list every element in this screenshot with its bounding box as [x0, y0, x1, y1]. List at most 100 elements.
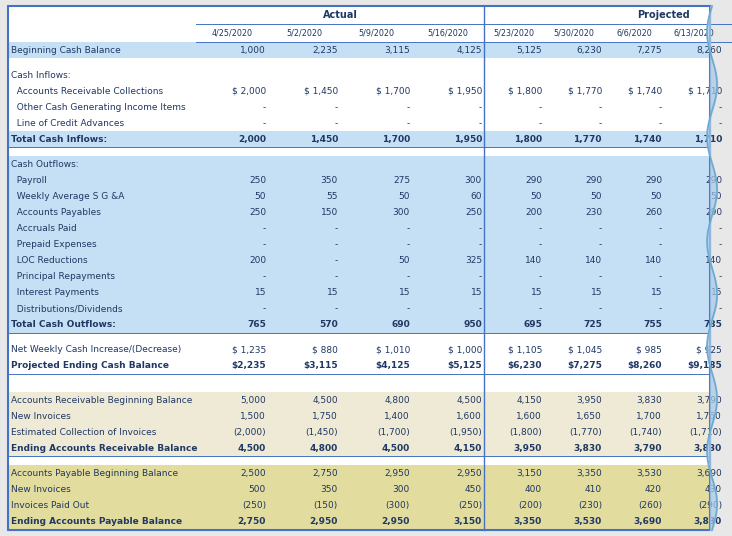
Text: 5/9/2020: 5/9/2020 — [358, 28, 394, 38]
Text: $8,260: $8,260 — [627, 361, 662, 370]
Text: -: - — [263, 119, 266, 128]
Text: New Invoices: New Invoices — [11, 485, 71, 494]
Bar — [8, 67, 710, 83]
Text: 325: 325 — [465, 256, 482, 265]
Text: $6,230: $6,230 — [507, 361, 542, 370]
Text: -: - — [599, 103, 602, 111]
Text: 50: 50 — [651, 192, 662, 201]
Bar — [8, 301, 710, 317]
Text: 15: 15 — [471, 288, 482, 297]
Text: Interest Payments: Interest Payments — [11, 288, 99, 297]
Text: $ 1,000: $ 1,000 — [448, 345, 482, 354]
Text: 140: 140 — [585, 256, 602, 265]
Text: 250: 250 — [249, 208, 266, 217]
Text: 150: 150 — [321, 208, 338, 217]
Text: $ 1,010: $ 1,010 — [376, 345, 410, 354]
Text: LOC Reductions: LOC Reductions — [11, 256, 88, 265]
Text: (250): (250) — [242, 501, 266, 510]
Text: -: - — [599, 240, 602, 249]
Text: 3,830: 3,830 — [694, 444, 722, 453]
Text: Line of Credit Advances: Line of Credit Advances — [11, 119, 124, 128]
Text: 1,400: 1,400 — [384, 412, 410, 421]
Text: 4,500: 4,500 — [238, 444, 266, 453]
Text: 290: 290 — [705, 208, 722, 217]
Text: Accounts Receivable Collections: Accounts Receivable Collections — [11, 87, 163, 96]
Bar — [8, 456, 710, 465]
Text: 50: 50 — [711, 192, 722, 201]
Text: 140: 140 — [705, 256, 722, 265]
Bar — [8, 374, 710, 383]
Text: -: - — [263, 240, 266, 249]
Text: 3,150: 3,150 — [454, 517, 482, 526]
Bar — [8, 285, 710, 301]
Text: (1,770): (1,770) — [569, 428, 602, 437]
Text: 50: 50 — [398, 256, 410, 265]
Text: -: - — [659, 272, 662, 281]
Text: Other Cash Generating Income Items: Other Cash Generating Income Items — [11, 103, 186, 111]
Text: 420: 420 — [645, 485, 662, 494]
Bar — [8, 204, 710, 220]
Text: 3,690: 3,690 — [696, 469, 722, 478]
Text: -: - — [539, 119, 542, 128]
Text: 4,150: 4,150 — [454, 444, 482, 453]
Text: -: - — [599, 119, 602, 128]
Text: 350: 350 — [321, 485, 338, 494]
Text: 5/16/2020: 5/16/2020 — [427, 28, 468, 38]
Text: 1,600: 1,600 — [456, 412, 482, 421]
Text: 15: 15 — [255, 288, 266, 297]
Bar — [8, 157, 710, 173]
Text: 1,710: 1,710 — [694, 135, 722, 144]
Bar — [8, 189, 710, 204]
Text: $7,275: $7,275 — [567, 361, 602, 370]
Text: 15: 15 — [711, 288, 722, 297]
Text: 300: 300 — [393, 485, 410, 494]
Text: 350: 350 — [321, 176, 338, 185]
Text: 230: 230 — [585, 208, 602, 217]
Bar — [8, 342, 710, 358]
Text: 5,125: 5,125 — [516, 46, 542, 55]
Bar — [8, 333, 710, 342]
Text: 15: 15 — [531, 288, 542, 297]
Text: Ending Accounts Receivable Balance: Ending Accounts Receivable Balance — [11, 444, 198, 453]
Text: (200): (200) — [518, 501, 542, 510]
Text: -: - — [719, 240, 722, 249]
Text: (1,710): (1,710) — [690, 428, 722, 437]
Text: -: - — [335, 304, 338, 313]
Text: 2,950: 2,950 — [384, 469, 410, 478]
Bar — [8, 424, 710, 440]
Text: 300: 300 — [465, 176, 482, 185]
Text: Accruals Paid: Accruals Paid — [11, 224, 77, 233]
Text: 3,150: 3,150 — [516, 469, 542, 478]
Text: $ 1,950: $ 1,950 — [448, 87, 482, 96]
Text: 15: 15 — [398, 288, 410, 297]
Text: 1,950: 1,950 — [454, 135, 482, 144]
Text: 3,950: 3,950 — [576, 396, 602, 405]
Text: Beginning Cash Balance: Beginning Cash Balance — [11, 46, 121, 55]
Text: 60: 60 — [471, 192, 482, 201]
Bar — [8, 24, 710, 42]
Text: 2,000: 2,000 — [238, 135, 266, 144]
Text: 2,950: 2,950 — [381, 517, 410, 526]
Text: 1,000: 1,000 — [240, 46, 266, 55]
Text: -: - — [719, 119, 722, 128]
Text: Total Cash Outflows:: Total Cash Outflows: — [11, 320, 116, 329]
Bar — [8, 115, 710, 131]
Text: 2,750: 2,750 — [313, 469, 338, 478]
Text: Actual: Actual — [323, 10, 357, 20]
Text: -: - — [539, 224, 542, 233]
Text: -: - — [659, 119, 662, 128]
Bar — [8, 392, 710, 408]
Text: -: - — [599, 272, 602, 281]
Text: 4,800: 4,800 — [310, 444, 338, 453]
Text: -: - — [539, 272, 542, 281]
Text: 1,740: 1,740 — [633, 135, 662, 144]
Text: 4/25/2020: 4/25/2020 — [212, 28, 253, 38]
Text: $ 925: $ 925 — [696, 345, 722, 354]
Text: Cash Outflows:: Cash Outflows: — [11, 160, 78, 169]
Text: -: - — [719, 224, 722, 233]
Text: 3,790: 3,790 — [633, 444, 662, 453]
Text: -: - — [539, 304, 542, 313]
Text: 3,350: 3,350 — [576, 469, 602, 478]
Text: -: - — [335, 224, 338, 233]
Text: -: - — [539, 103, 542, 111]
